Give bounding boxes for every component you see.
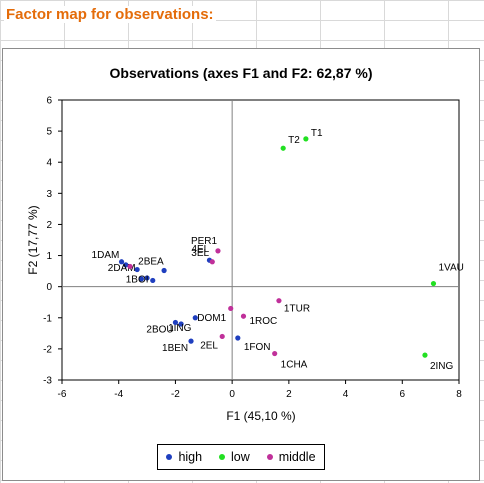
legend-label-middle: middle: [278, 450, 316, 464]
data-point-high: [161, 267, 167, 274]
legend-label-low: low: [231, 450, 250, 464]
y-tick-label: 4: [46, 158, 52, 169]
point-label: 1VAU: [438, 263, 463, 274]
plot-frame: [61, 99, 460, 381]
point-label: 1BEN: [162, 343, 188, 354]
y-tick-label: 1: [46, 251, 52, 262]
point-label: 2BOU: [146, 324, 173, 335]
legend: high low middle: [157, 444, 325, 470]
legend-item-middle: middle: [266, 450, 316, 464]
data-point-high: [178, 321, 184, 327]
data-point-low: [280, 145, 286, 151]
x-tick-label: 4: [343, 389, 349, 400]
x-axis-title: F1 (45,10 %): [226, 409, 295, 423]
data-point-high: [138, 276, 144, 282]
sheet-heading: Factor map for observations:: [4, 6, 216, 23]
y-tick-label: -3: [43, 376, 52, 387]
data-point-low: [430, 280, 437, 287]
point-label: 1TUR: [284, 304, 310, 315]
point-label: 1ING: [168, 323, 192, 334]
legend-marker-low: [219, 454, 226, 460]
data-point-high: [144, 275, 150, 281]
chart-area[interactable]: [2, 48, 480, 481]
y-tick-label: -2: [43, 344, 52, 355]
data-point-low: [303, 136, 309, 142]
point-label: T1: [311, 128, 323, 139]
legend-item-high: high: [166, 450, 202, 464]
data-point-high: [150, 277, 156, 284]
point-label: 2ING: [430, 361, 454, 372]
point-label: 4EL: [191, 244, 209, 255]
data-point-high: [123, 262, 129, 268]
data-point-high: [172, 319, 179, 326]
x-tick-label: 6: [400, 389, 406, 400]
x-tick-label: 2: [286, 389, 292, 400]
data-point-high: [134, 266, 140, 273]
point-label: DOM1: [197, 313, 226, 324]
data-point-middle: [219, 333, 225, 340]
point-label: PER1: [191, 236, 218, 247]
y-axis-title: F2 (17,77 %): [26, 205, 40, 274]
point-label: 2DAM: [108, 263, 136, 274]
legend-item-low: low: [219, 450, 250, 464]
legend-marker-middle: [266, 454, 273, 460]
point-label: 2BEA: [138, 257, 164, 268]
point-label: 1BOI: [126, 274, 149, 285]
y-tick-label: -1: [43, 313, 52, 324]
data-point-high: [188, 338, 194, 344]
point-label: 1ROC: [249, 316, 277, 327]
data-point-middle: [240, 313, 247, 319]
data-point-middle: [127, 263, 133, 270]
y-tick-label: 3: [46, 189, 52, 200]
chart-title: Observations (axes F1 and F2: 62,87 %): [110, 65, 373, 81]
legend-label-high: high: [178, 450, 203, 464]
data-point-high: [235, 335, 241, 341]
data-point-middle: [272, 350, 278, 357]
x-tick-label: 0: [229, 389, 235, 400]
legend-marker-high: [166, 454, 173, 460]
x-tick-label: -6: [58, 389, 67, 400]
y-tick-label: 0: [46, 282, 52, 293]
x-tick-label: -4: [114, 389, 123, 400]
data-point-middle: [215, 248, 221, 254]
point-label: 1FON: [244, 342, 271, 353]
point-label: 1DAM: [92, 250, 120, 261]
data-point-middle: [209, 259, 215, 265]
data-point-high: [192, 315, 198, 321]
y-tick-label: 5: [46, 127, 52, 138]
point-label: 2EL: [200, 340, 218, 351]
point-label: T2: [288, 135, 300, 146]
x-tick-label: -2: [171, 389, 180, 400]
data-point-low: [422, 352, 428, 358]
data-point-middle: [276, 298, 282, 304]
y-tick-label: 2: [46, 220, 52, 231]
y-tick-label: 6: [46, 96, 52, 107]
point-label: 3EL: [191, 248, 209, 259]
data-point-middle: [228, 305, 234, 312]
data-point-high: [118, 259, 125, 265]
point-label: 1CHA: [281, 360, 308, 371]
x-tick-label: 8: [456, 389, 462, 400]
